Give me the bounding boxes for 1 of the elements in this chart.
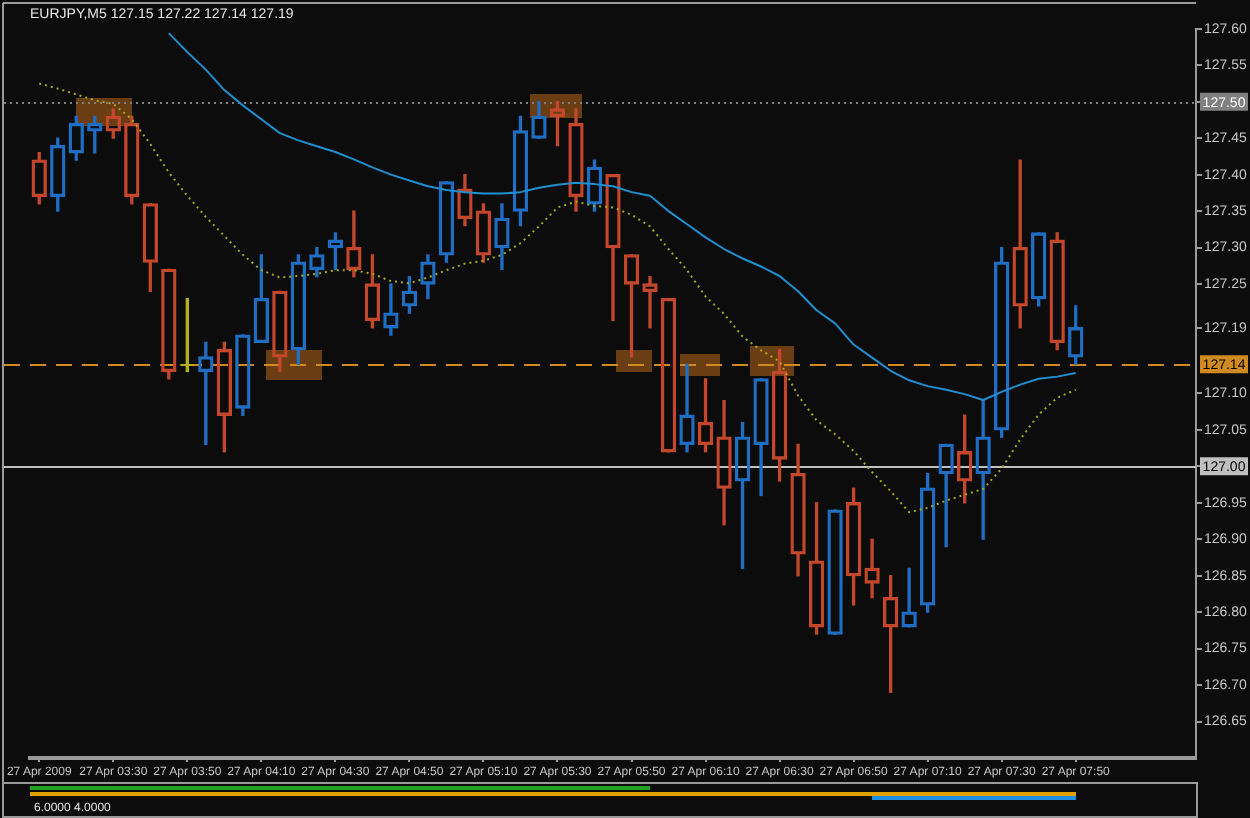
line-series — [38, 82, 1077, 514]
